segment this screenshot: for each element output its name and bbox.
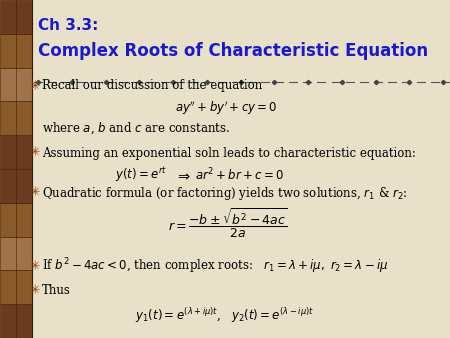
Text: $\Rightarrow$: $\Rightarrow$ (175, 168, 191, 182)
Bar (0, 169, 32, 203)
Text: Quadratic formula (or factoring) yields two solutions, $r_1$ & $r_2$:: Quadratic formula (or factoring) yields … (42, 185, 407, 201)
Text: ✳: ✳ (30, 187, 40, 199)
Text: Recall our discussion of the equation: Recall our discussion of the equation (42, 79, 262, 93)
Text: If $b^2 - 4ac < 0$, then complex roots:   $r_1 = \lambda + i\mu,\ r_2 = \lambda : If $b^2 - 4ac < 0$, then complex roots: … (42, 256, 388, 276)
Bar (0, 0, 32, 34)
Text: Complex Roots of Characteristic Equation: Complex Roots of Characteristic Equation (38, 42, 428, 60)
Text: Assuming an exponential soln leads to characteristic equation:: Assuming an exponential soln leads to ch… (42, 146, 416, 160)
Bar (0, 304, 32, 338)
Bar (0, 203, 32, 237)
Text: ✳: ✳ (30, 284, 40, 296)
Bar (0, 237, 32, 270)
Text: $y(t) = e^{rt}$: $y(t) = e^{rt}$ (115, 166, 167, 184)
Bar (0, 68, 32, 101)
Text: ✳: ✳ (30, 79, 40, 93)
Text: ✳: ✳ (30, 146, 40, 160)
Text: ✳: ✳ (30, 260, 40, 272)
Bar (0, 270, 32, 304)
Text: Ch 3.3:: Ch 3.3: (38, 18, 99, 33)
Bar (0, 135, 32, 169)
Text: $ar^2 + br + c = 0$: $ar^2 + br + c = 0$ (195, 167, 284, 183)
Text: $y_1(t) = e^{(\lambda+i\mu)t}$,   $y_2(t) = e^{(\lambda-i\mu)t}$: $y_1(t) = e^{(\lambda+i\mu)t}$, $y_2(t) … (135, 307, 314, 325)
Text: Thus: Thus (42, 284, 71, 296)
Text: where $a$, $b$ and $c$ are constants.: where $a$, $b$ and $c$ are constants. (42, 120, 230, 136)
Bar (0, 34, 32, 68)
Bar (0, 101, 32, 135)
Text: $ay'' + by' + cy = 0$: $ay'' + by' + cy = 0$ (175, 99, 278, 117)
Text: $r = \dfrac{-b \pm \sqrt{b^2 - 4ac}}{2a}$: $r = \dfrac{-b \pm \sqrt{b^2 - 4ac}}{2a}… (168, 206, 288, 240)
